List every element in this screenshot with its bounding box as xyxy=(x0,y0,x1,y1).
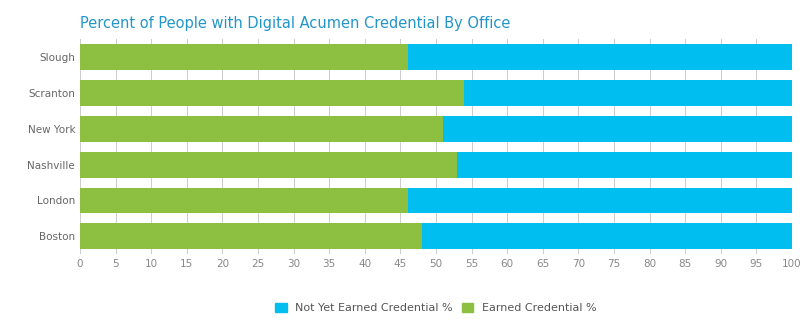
Bar xyxy=(80,44,407,70)
Bar xyxy=(80,152,458,178)
Legend: Not Yet Earned Credential %, Earned Credential %: Not Yet Earned Credential %, Earned Cred… xyxy=(271,298,601,318)
Bar xyxy=(80,187,407,214)
Bar xyxy=(422,223,792,249)
Bar xyxy=(80,80,465,106)
Bar xyxy=(465,80,792,106)
Bar xyxy=(458,152,792,178)
Bar xyxy=(443,116,792,142)
Bar xyxy=(80,116,443,142)
Bar xyxy=(80,223,422,249)
Bar xyxy=(407,187,792,214)
Text: Percent of People with Digital Acumen Credential By Office: Percent of People with Digital Acumen Cr… xyxy=(80,16,510,31)
Bar xyxy=(407,44,792,70)
